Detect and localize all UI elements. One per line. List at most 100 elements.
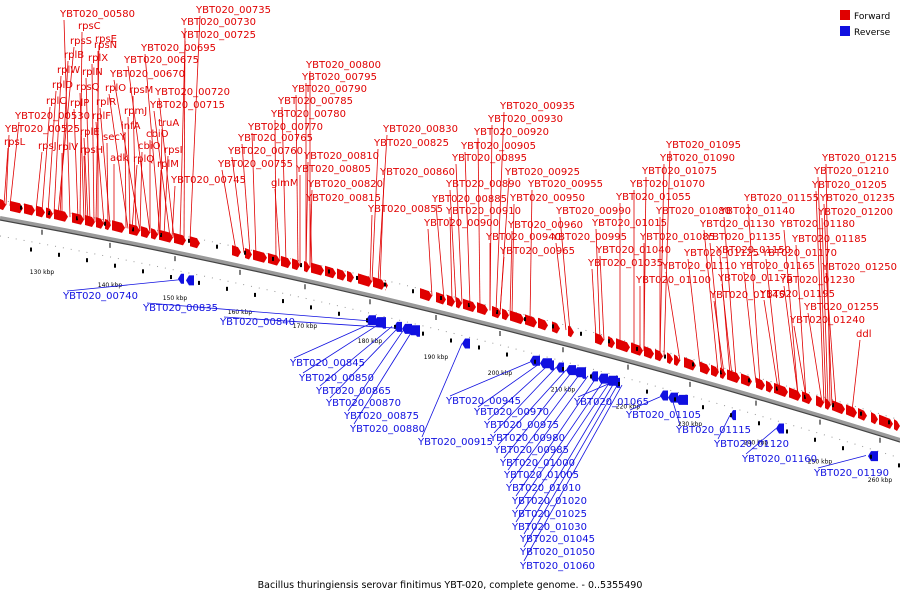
label-leader-line bbox=[477, 362, 541, 408]
gene-label: YBT020_01155 bbox=[743, 193, 819, 204]
tick-marks: 130 kbp 140 kbp 150 kbp 160 kbp 170 kbp 180 k… bbox=[20, 205, 900, 484]
gene-label: YBT020_01010 bbox=[505, 483, 581, 494]
label-leader-line bbox=[157, 169, 162, 235]
gene-label: rpsS bbox=[70, 36, 92, 47]
track-dash bbox=[524, 317, 526, 322]
gene-label: YBT020_01020 bbox=[511, 496, 587, 507]
label-leader-line bbox=[371, 148, 379, 282]
label-leader-line bbox=[231, 156, 245, 253]
gene-label: YBT020_01085 bbox=[639, 232, 715, 243]
forward-gene-arrow bbox=[129, 223, 140, 236]
forward-gene-arrow bbox=[667, 352, 673, 365]
gene-label: YBT020_00530 bbox=[14, 111, 90, 122]
forward-gene-arrow bbox=[727, 369, 740, 384]
gene-label: YBT020_00845 bbox=[289, 358, 365, 369]
gene-label: YBT020_00980 bbox=[489, 433, 565, 444]
label-leader-line bbox=[347, 329, 405, 412]
track-dash bbox=[898, 463, 900, 468]
label-leader-line bbox=[743, 271, 757, 383]
gene-label: YBT020_01195 bbox=[759, 289, 835, 300]
gene-label: YBT020_00925 bbox=[504, 167, 580, 178]
gene-label: rpsQ bbox=[76, 82, 100, 93]
gene-label: adk bbox=[110, 153, 128, 164]
track-dash bbox=[226, 286, 228, 291]
forward-gene-arrow bbox=[871, 412, 878, 425]
tick-label: 200 kbp bbox=[488, 370, 513, 377]
gene-label: rplN bbox=[82, 67, 103, 78]
forward-gene-arrow bbox=[894, 419, 900, 431]
forward-gene-arrow bbox=[568, 325, 574, 338]
gene-label: YBT020_00950 bbox=[509, 193, 585, 204]
forward-gene-arrow bbox=[96, 217, 104, 229]
gene-label: YBT020_01060 bbox=[519, 561, 595, 572]
reverse-gene-arrow bbox=[590, 371, 598, 382]
label-leader-line bbox=[241, 143, 251, 255]
forward-gene-arrow bbox=[420, 288, 432, 302]
label-leader-line bbox=[515, 379, 605, 510]
gene-label: YBT020_01170 bbox=[761, 248, 837, 259]
forward-gene-arrow bbox=[456, 296, 462, 309]
label-leader-line bbox=[629, 395, 663, 411]
label-leader-line bbox=[515, 377, 597, 497]
label-leader-line bbox=[57, 46, 75, 215]
label-leader-line bbox=[721, 283, 733, 376]
track-dash bbox=[758, 421, 760, 426]
gene-label: YBT020_00800 bbox=[305, 60, 381, 71]
label-leader-line bbox=[497, 369, 567, 446]
reverse-gene-arrow bbox=[566, 365, 576, 376]
gene-label: YBT020_01175 bbox=[717, 273, 793, 284]
gene-label: YBT020_01165 bbox=[739, 261, 815, 272]
label-leader-line bbox=[659, 163, 665, 356]
reverse-gene-arrow bbox=[730, 410, 736, 421]
tick-label: 220 kbp bbox=[616, 404, 641, 411]
forward-gene-arrow bbox=[10, 200, 23, 214]
gene-label: cbiO bbox=[146, 129, 169, 140]
gene-label: YBT020_00890 bbox=[445, 179, 521, 190]
track-dash bbox=[58, 252, 60, 257]
gene-label: YBT020_00820 bbox=[307, 179, 383, 190]
track-dash bbox=[870, 454, 872, 459]
label-leader-line bbox=[577, 381, 613, 398]
track-dash bbox=[580, 331, 582, 336]
label-leader-line bbox=[817, 455, 867, 469]
track-dash bbox=[328, 269, 330, 274]
label-leader-line bbox=[783, 229, 799, 396]
label-leader-line bbox=[793, 325, 807, 398]
label-leader-line bbox=[783, 285, 799, 396]
track-dash bbox=[310, 305, 312, 310]
label-leader-line bbox=[665, 271, 681, 362]
track-dash bbox=[198, 280, 200, 285]
reverse-gene-arrow bbox=[462, 338, 470, 349]
label-leader-line bbox=[509, 375, 589, 484]
label-leader-line bbox=[449, 216, 453, 302]
label-leader-line bbox=[379, 177, 385, 284]
label-leader-line bbox=[131, 164, 138, 230]
gene-label: YBT020_01005 bbox=[503, 470, 579, 481]
label-leader-line bbox=[83, 137, 89, 221]
track-dash bbox=[562, 367, 564, 372]
gene-label: YBT020_01115 bbox=[675, 425, 751, 436]
forward-gene-arrow bbox=[190, 236, 200, 249]
gene-label: YBT020_01240 bbox=[789, 315, 865, 326]
gene-label: YBT020_00795 bbox=[301, 72, 377, 83]
gene-label: YBT020_01015 bbox=[591, 218, 667, 229]
gene-label: rplX bbox=[88, 53, 108, 64]
gene-label: rplQ bbox=[133, 154, 154, 165]
track-dash bbox=[832, 403, 834, 408]
track-dash bbox=[468, 302, 470, 307]
gene-label: YBT020_00895 bbox=[451, 153, 527, 164]
label-leader-line bbox=[709, 242, 723, 373]
label-leader-line bbox=[274, 188, 281, 261]
gene-label: YBT020_00730 bbox=[180, 17, 256, 28]
gene-label: YBT020_00990 bbox=[555, 206, 631, 217]
track-dash bbox=[664, 354, 666, 359]
gene-label: rplO bbox=[105, 83, 126, 94]
gene-label: YBT020_01040 bbox=[595, 245, 671, 256]
legend-reverse-label: Reverse bbox=[854, 28, 891, 38]
gene-label: rpsC bbox=[78, 21, 101, 32]
track-dash bbox=[440, 296, 442, 301]
label-leader-line bbox=[421, 343, 463, 438]
gene-label: YBT020_00745 bbox=[170, 175, 246, 186]
gene-label: YBT020_01065 bbox=[573, 397, 649, 408]
label-leader-line bbox=[427, 228, 433, 297]
